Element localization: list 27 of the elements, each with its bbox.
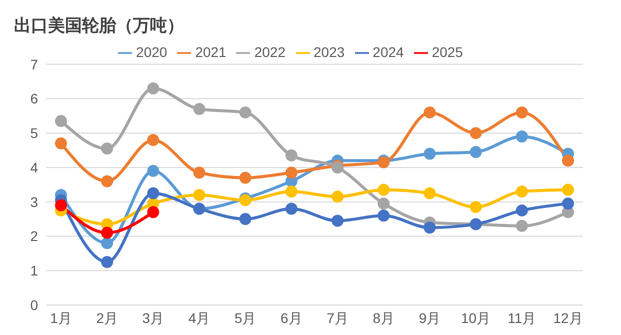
x-tick-label: 2月 [96,310,118,326]
x-tick-label: 1月 [50,310,72,326]
legend-label: 2022 [254,44,286,60]
y-tick-label: 5 [30,125,38,142]
y-tick-label: 7 [30,56,38,72]
y-tick-label: 0 [30,296,38,313]
x-tick-label: 5月 [234,310,256,326]
legend-label: 2020 [136,44,168,60]
x-tick-label: 8月 [372,310,395,326]
legend-label: 2025 [432,44,463,60]
x-tick-label: 10月 [461,310,491,326]
x-tick-label: 9月 [418,310,441,326]
x-tick-label: 11月 [508,310,536,326]
y-tick-label: 4 [30,159,38,176]
legend-label: 2023 [314,44,345,60]
y-tick-label: 1 [30,262,38,279]
x-tick-label: 12月 [553,310,583,326]
y-tick-label: 3 [30,194,38,210]
legend-label: 2024 [372,44,404,60]
chart-title: 出口美国轮胎（万吨） [13,15,185,37]
x-tick-label: 6月 [280,310,302,326]
y-tick-label: 2 [30,228,38,244]
x-tick-label: 4月 [188,310,210,326]
y-tick-label: 6 [30,90,38,107]
x-tick-label: 7月 [326,310,348,326]
legend-label: 2021 [195,44,226,60]
x-tick-label: 3月 [142,310,164,326]
